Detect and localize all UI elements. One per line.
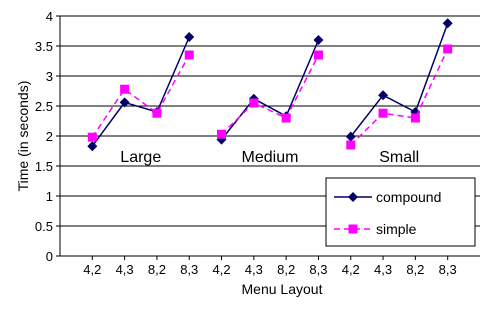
x-axis-ticks: 4,2 4,3 8,2 8,3 4,2 4,3 8,2 8,3 4,2 4,3 8,2 8,3 <box>83 256 457 277</box>
gridlines <box>60 15 480 227</box>
y-tick-label: 0 <box>46 249 53 264</box>
x-tick-label: 4,3 <box>245 262 263 277</box>
simple-point <box>313 50 323 60</box>
compound-point <box>313 35 324 45</box>
y-tick-label: 4 <box>46 9 53 24</box>
legend-label-simple: simple <box>376 221 417 237</box>
x-tick-label: 4,2 <box>212 262 230 277</box>
group-labels: Large Medium Small <box>120 149 419 166</box>
y-tick-label: 3 <box>46 69 53 84</box>
simple-point <box>152 108 162 118</box>
compound-line <box>350 22 449 138</box>
y-tick-label: 2.5 <box>35 99 53 114</box>
x-tick-label: 4,2 <box>83 262 101 277</box>
axes <box>59 16 480 257</box>
y-tick-label: 0.5 <box>35 219 53 234</box>
x-tick-label: 8,2 <box>277 262 295 277</box>
simple-point <box>378 108 388 118</box>
y-tick-label: 3.5 <box>35 39 53 54</box>
simple-point <box>281 113 291 123</box>
simple-line <box>221 54 320 135</box>
compound-line <box>220 39 320 141</box>
x-tick-label: 4,2 <box>342 262 360 277</box>
simple-point <box>346 140 356 150</box>
compound-point <box>442 18 453 29</box>
x-tick-label: 8,3 <box>180 262 198 277</box>
y-axis-title: Time (in seconds) <box>15 81 31 192</box>
simple-line <box>91 54 190 138</box>
compound-point <box>348 192 358 202</box>
series-layer <box>87 18 453 152</box>
compound-point <box>378 90 389 101</box>
legend: compound simple <box>325 177 476 247</box>
legend-box <box>325 177 476 247</box>
group-label: Large <box>120 149 161 166</box>
x-tick-label: 8,3 <box>309 262 327 277</box>
x-tick-label: 8,3 <box>439 262 457 277</box>
simple-point <box>87 132 97 142</box>
y-tick-label: 1 <box>46 189 53 204</box>
simple-line <box>350 48 449 146</box>
legend-label-compound: compound <box>376 189 441 205</box>
x-axis-title: Menu Layout <box>242 281 323 297</box>
x-tick-label: 4,3 <box>116 262 134 277</box>
compound-point <box>345 131 356 142</box>
simple-point <box>348 224 358 234</box>
group-label: Medium <box>242 149 299 166</box>
simple-point <box>120 84 130 94</box>
simple-point <box>410 113 420 123</box>
simple-series <box>87 44 453 150</box>
group-label: Small <box>379 149 419 166</box>
simple-point <box>249 98 259 108</box>
compound-point <box>184 32 195 42</box>
compound-point <box>87 141 98 152</box>
compound-line <box>91 36 190 147</box>
x-tick-label: 8,2 <box>148 262 166 277</box>
compound-point <box>119 97 130 108</box>
compound-series <box>87 18 453 152</box>
y-tick-label: 2 <box>46 129 53 144</box>
simple-point <box>217 129 227 139</box>
x-tick-label: 4,3 <box>374 262 392 277</box>
y-tick-label: 1.5 <box>35 159 53 174</box>
simple-point <box>184 50 194 60</box>
simple-point <box>443 44 453 54</box>
x-tick-label: 8,2 <box>406 262 424 277</box>
y-axis-ticks: 0 0.5 1 1.5 2 2.5 3 3.5 4 <box>35 9 60 264</box>
